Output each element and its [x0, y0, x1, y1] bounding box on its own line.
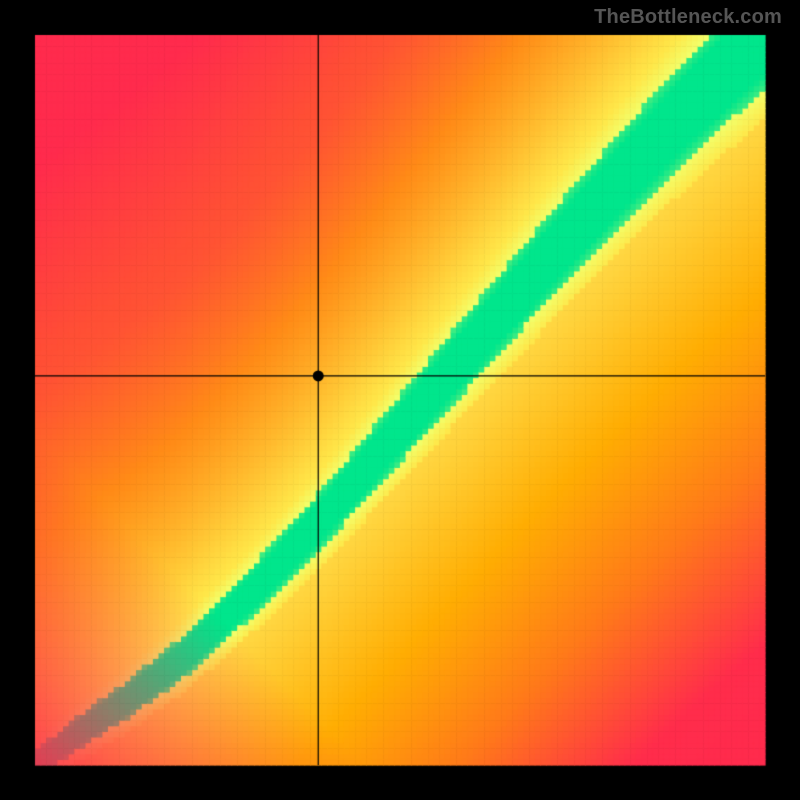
watermark-text: TheBottleneck.com	[594, 6, 782, 29]
heatmap-canvas	[0, 0, 800, 800]
bottleneck-heatmap-chart: TheBottleneck.com	[0, 0, 800, 800]
